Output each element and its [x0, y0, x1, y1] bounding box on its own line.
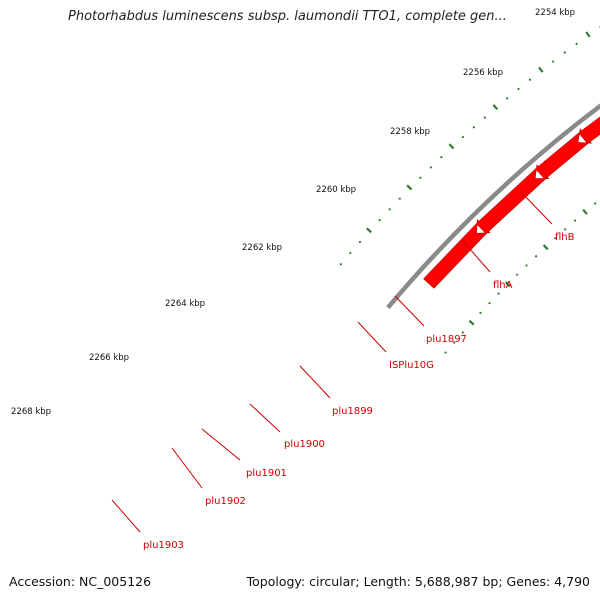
major-tick — [406, 184, 413, 191]
inner-minor-tick — [497, 292, 500, 295]
minor-tick — [429, 166, 432, 169]
major-tick — [492, 104, 499, 111]
minor-tick — [575, 42, 578, 46]
minor-tick — [506, 97, 509, 100]
inner-minor-tick — [554, 237, 557, 240]
minor-tick — [398, 197, 401, 200]
leader-line — [299, 365, 331, 399]
minor-tick — [528, 78, 532, 81]
inner-minor-tick — [444, 351, 447, 354]
genome-backbone — [386, 103, 600, 310]
kbp-label: 2256 kbp — [463, 68, 503, 78]
gene-label[interactable]: plu1899 — [332, 406, 373, 417]
inner-major-tick — [582, 208, 588, 215]
genome-title: Photorhabdus luminescens subsp. laumondi… — [68, 9, 507, 24]
leader-line — [394, 295, 425, 327]
inner-major-tick — [468, 319, 475, 326]
inner-minor-tick — [479, 311, 482, 314]
inner-minor-tick — [461, 331, 464, 334]
inner-minor-tick — [534, 255, 538, 258]
inner-minor-tick — [453, 341, 456, 344]
minor-tick — [517, 87, 520, 91]
inner-major-tick — [504, 281, 511, 287]
leader-line — [249, 403, 281, 433]
gene-arrow[interactable] — [535, 128, 593, 180]
leader-line — [520, 191, 553, 225]
major-tick — [538, 66, 544, 73]
gene-label[interactable]: flhB — [555, 232, 575, 243]
leader-line — [201, 428, 241, 461]
inner-minor-tick — [564, 228, 567, 231]
minor-tick — [339, 263, 342, 266]
leader-line — [111, 499, 141, 533]
major-tick — [585, 31, 591, 38]
gene-arrow[interactable] — [423, 219, 491, 289]
leader-line — [171, 447, 203, 489]
minor-tick — [388, 208, 391, 211]
gene-label[interactable]: plu1903 — [143, 540, 184, 551]
minor-tick — [419, 176, 422, 179]
kbp-label: 2262 kbp — [242, 243, 282, 253]
major-tick — [366, 227, 372, 234]
inner-minor-tick — [516, 273, 519, 276]
inner-minor-tick — [594, 202, 597, 205]
minor-tick — [483, 116, 486, 119]
gene-arrow[interactable] — [475, 164, 550, 235]
leader-line — [357, 321, 387, 353]
inner-minor-tick — [488, 302, 491, 305]
kbp-label: 2264 kbp — [165, 299, 205, 309]
gene-label[interactable]: flhA — [493, 280, 513, 291]
gene-label[interactable]: plu1902 — [205, 496, 246, 507]
gene-label[interactable]: plu1900 — [284, 439, 325, 450]
kbp-label: 2254 kbp — [535, 8, 575, 18]
inner-minor-tick — [573, 219, 577, 222]
gene-label[interactable]: ISPlu10G — [389, 360, 434, 371]
inner-tick-ring — [444, 202, 597, 354]
minor-tick — [551, 60, 555, 63]
leader-line — [461, 239, 491, 273]
minor-tick — [563, 51, 566, 54]
minor-tick — [472, 126, 475, 129]
inner-major-tick — [542, 244, 549, 251]
minor-tick — [461, 135, 465, 139]
gene-label[interactable]: plu1897 — [426, 334, 467, 345]
kbp-label: 2268 kbp — [11, 407, 51, 417]
major-tick — [448, 143, 455, 150]
minor-tick — [358, 240, 362, 244]
minor-tick — [378, 219, 381, 222]
kbp-label: 2260 kbp — [316, 185, 356, 195]
gene-arrow[interactable] — [578, 82, 600, 145]
minor-tick — [440, 156, 443, 159]
gene-label[interactable]: plu1901 — [246, 468, 287, 479]
inner-minor-tick — [525, 264, 528, 267]
kbp-label: 2258 kbp — [390, 127, 430, 137]
minor-tick — [349, 251, 352, 255]
kbp-label: 2266 kbp — [89, 353, 129, 363]
outer-tick-ring — [339, 25, 600, 266]
genome-stats: Topology: circular; Length: 5,688,987 bp… — [246, 574, 590, 589]
accession-text: Accession: NC_005126 — [9, 574, 152, 589]
